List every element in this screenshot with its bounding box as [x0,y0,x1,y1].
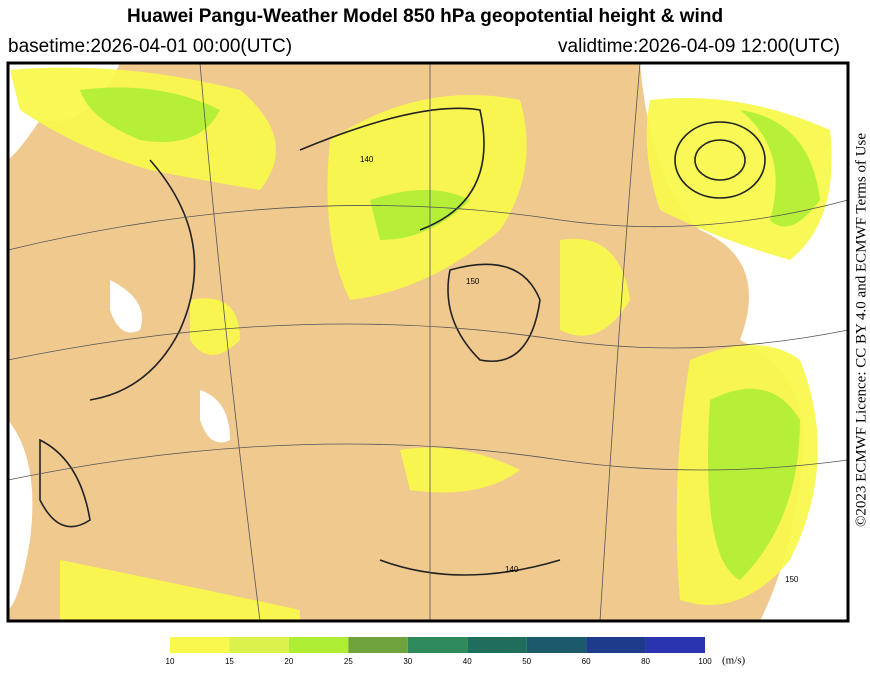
colorbar-segment [467,637,527,653]
colorbar-unit: (m/s) [722,655,746,667]
colorbar-segment [170,637,230,653]
colorbar-tick-label: 20 [284,657,293,666]
license: ©2023 ECMWF Licence: CC BY 4.0 and ECMWF… [853,133,869,527]
colorbar-tick-label: 10 [166,657,175,666]
colorbar-segment [348,637,408,653]
colorbar-tick-label: 80 [641,657,650,666]
colorbar-tick-label: 30 [403,657,412,666]
colorbar-tick-label: 40 [463,657,472,666]
colorbar-tick-label: 60 [582,657,591,666]
colorbar-tick-label: 15 [225,657,234,666]
colorbar-segment [407,637,468,653]
contour-label: 150 [466,277,480,286]
colorbar-tick-label: 25 [344,657,353,666]
validtime: validtime:2026-04-09 12:00(UTC) [558,36,840,57]
contour-label: 140 [505,565,519,574]
colorbar-tick-label: 50 [522,657,531,666]
colorbar-segment [526,637,587,653]
contour-label: 140 [360,155,374,164]
colorbar-tick-label: 100 [698,657,712,666]
colorbar-segment [645,637,705,653]
title: Huawei Pangu-Weather Model 850 hPa geopo… [127,6,723,27]
map: 150 140 140 150 [6,61,850,623]
contour-label: 150 [785,575,799,584]
colorbar-segment [229,637,289,653]
colorbar-segment [586,637,646,653]
basetime: basetime:2026-04-01 00:00(UTC) [8,36,292,57]
colorbar-segment [288,637,349,653]
colorbar: 10 15 20 25 30 40 50 60 80 100 [166,637,712,666]
